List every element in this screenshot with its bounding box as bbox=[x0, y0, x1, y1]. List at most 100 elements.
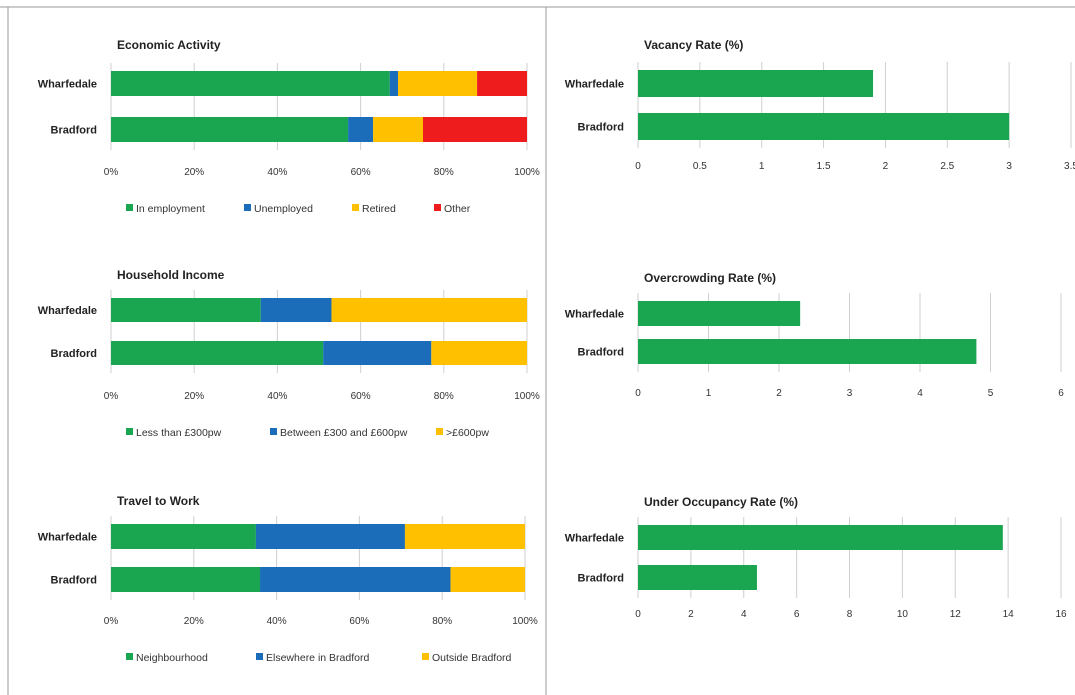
chart-5-category-label: Bradford bbox=[578, 573, 624, 585]
chart-0-tick-label: 40% bbox=[267, 167, 287, 178]
chart-1-tick-label: 0% bbox=[104, 391, 119, 402]
chart-5-tick-label: 14 bbox=[1003, 609, 1015, 620]
chart-2-legend-swatch bbox=[422, 653, 429, 660]
chart-3-tick-label: 3 bbox=[1006, 161, 1012, 172]
chart-2-category-label: Wharfedale bbox=[38, 532, 97, 544]
chart-2-tick-label: 100% bbox=[512, 616, 538, 627]
chart-5-tick-label: 8 bbox=[847, 609, 853, 620]
chart-4-category-label: Wharfedale bbox=[565, 309, 624, 321]
chart-2-tick-label: 40% bbox=[267, 616, 287, 627]
chart-3-tick-label: 2.5 bbox=[940, 161, 954, 172]
chart-1-legend-swatch bbox=[270, 428, 277, 435]
chart-1-title: Household Income bbox=[117, 268, 225, 282]
chart-3-category-label: Wharfedale bbox=[565, 79, 624, 91]
chart-4-tick-label: 1 bbox=[706, 388, 712, 399]
chart-1-bar bbox=[431, 341, 527, 365]
chart-2-legend-label: Outside Bradford bbox=[432, 652, 512, 664]
chart-0-legend-label: Unemployed bbox=[254, 203, 313, 215]
chart-0-tick-label: 60% bbox=[351, 167, 371, 178]
chart-2-bar bbox=[255, 524, 405, 549]
chart-5-category-label: Wharfedale bbox=[565, 533, 624, 545]
chart-3-tick-label: 0.5 bbox=[693, 161, 707, 172]
chart-1-tick-label: 100% bbox=[514, 391, 540, 402]
chart-0-bar bbox=[389, 71, 399, 96]
chart-0-legend-swatch bbox=[434, 204, 441, 211]
chart-0-bar bbox=[477, 71, 527, 96]
chart-1-bar bbox=[323, 341, 432, 365]
chart-4-bar bbox=[638, 301, 801, 326]
chart-4-tick-label: 3 bbox=[847, 388, 853, 399]
chart-1-tick-label: 20% bbox=[184, 391, 204, 402]
chart-3-category-label: Bradford bbox=[578, 122, 624, 134]
chart-1-tick-label: 80% bbox=[434, 391, 454, 402]
chart-0-category-label: Wharfedale bbox=[38, 79, 97, 91]
chart-2-bar bbox=[111, 524, 256, 549]
chart-4-tick-label: 2 bbox=[776, 388, 782, 399]
chart-0-bar bbox=[111, 71, 390, 96]
chart-1-bar bbox=[260, 298, 332, 322]
chart-0-tick-label: 20% bbox=[184, 167, 204, 178]
chart-5-tick-label: 10 bbox=[897, 609, 909, 620]
chart-0-bar bbox=[423, 117, 527, 142]
chart-3-tick-label: 0 bbox=[635, 161, 641, 172]
chart-4-tick-label: 6 bbox=[1058, 388, 1064, 399]
chart-1-category-label: Bradford bbox=[51, 348, 97, 360]
chart-3-tick-label: 2 bbox=[883, 161, 889, 172]
chart-3-tick-label: 1.5 bbox=[817, 161, 831, 172]
chart-2-tick-label: 0% bbox=[104, 616, 119, 627]
chart-0-title: Economic Activity bbox=[117, 38, 221, 52]
chart-5-tick-label: 6 bbox=[794, 609, 800, 620]
chart-0-bar bbox=[373, 117, 423, 142]
chart-0-bar bbox=[398, 71, 478, 96]
chart-2-legend-swatch bbox=[126, 653, 133, 660]
chart-1-legend-label: Less than £300pw bbox=[136, 427, 222, 439]
chart-1-bar bbox=[111, 298, 261, 322]
chart-2-title: Travel to Work bbox=[117, 494, 200, 508]
chart-3-bar bbox=[638, 70, 874, 97]
chart-2-category-label: Bradford bbox=[51, 575, 97, 587]
chart-0-tick-label: 0% bbox=[104, 167, 119, 178]
chart-4-tick-label: 0 bbox=[635, 388, 641, 399]
chart-3-tick-label: 1 bbox=[759, 161, 765, 172]
chart-0-legend-label: Other bbox=[444, 203, 471, 215]
chart-5-tick-label: 2 bbox=[688, 609, 694, 620]
chart-2-tick-label: 20% bbox=[184, 616, 204, 627]
chart-2-bar bbox=[111, 567, 261, 592]
chart-1-legend-label: >£600pw bbox=[446, 427, 489, 439]
chart-0-legend-swatch bbox=[126, 204, 133, 211]
chart-2-legend-swatch bbox=[256, 653, 263, 660]
chart-0-bar bbox=[111, 117, 349, 142]
chart-2-legend-label: Elsewhere in Bradford bbox=[266, 652, 369, 664]
chart-1-bar bbox=[331, 298, 527, 322]
chart-0-tick-label: 80% bbox=[434, 167, 454, 178]
chart-2-bar bbox=[450, 567, 525, 592]
chart-0-bar bbox=[348, 117, 374, 142]
chart-0-legend-swatch bbox=[244, 204, 251, 211]
chart-0-tick-label: 100% bbox=[514, 167, 540, 178]
chart-2-tick-label: 80% bbox=[432, 616, 452, 627]
chart-5-bar bbox=[638, 565, 757, 590]
chart-2-bar bbox=[404, 524, 525, 549]
chart-4-category-label: Bradford bbox=[578, 347, 624, 359]
chart-5-tick-label: 4 bbox=[741, 609, 747, 620]
chart-5-bar bbox=[638, 525, 1003, 550]
chart-4-tick-label: 4 bbox=[917, 388, 923, 399]
chart-0-legend-label: Retired bbox=[362, 203, 396, 215]
chart-1-tick-label: 40% bbox=[267, 391, 287, 402]
chart-0-legend-swatch bbox=[352, 204, 359, 211]
chart-2-tick-label: 60% bbox=[349, 616, 369, 627]
chart-1-legend-swatch bbox=[436, 428, 443, 435]
chart-1-category-label: Wharfedale bbox=[38, 305, 97, 317]
chart-4-bar bbox=[638, 339, 977, 364]
chart-1-legend-label: Between £300 and £600pw bbox=[280, 427, 408, 439]
chart-3-bar bbox=[638, 113, 1010, 140]
chart-5-title: Under Occupancy Rate (%) bbox=[644, 495, 798, 509]
chart-2-legend-label: Neighbourhood bbox=[136, 652, 208, 664]
chart-1-tick-label: 60% bbox=[351, 391, 371, 402]
chart-5-tick-label: 12 bbox=[950, 609, 962, 620]
chart-0-category-label: Bradford bbox=[51, 125, 97, 137]
chart-1-bar bbox=[111, 341, 324, 365]
chart-0-legend-label: In employment bbox=[136, 203, 205, 215]
